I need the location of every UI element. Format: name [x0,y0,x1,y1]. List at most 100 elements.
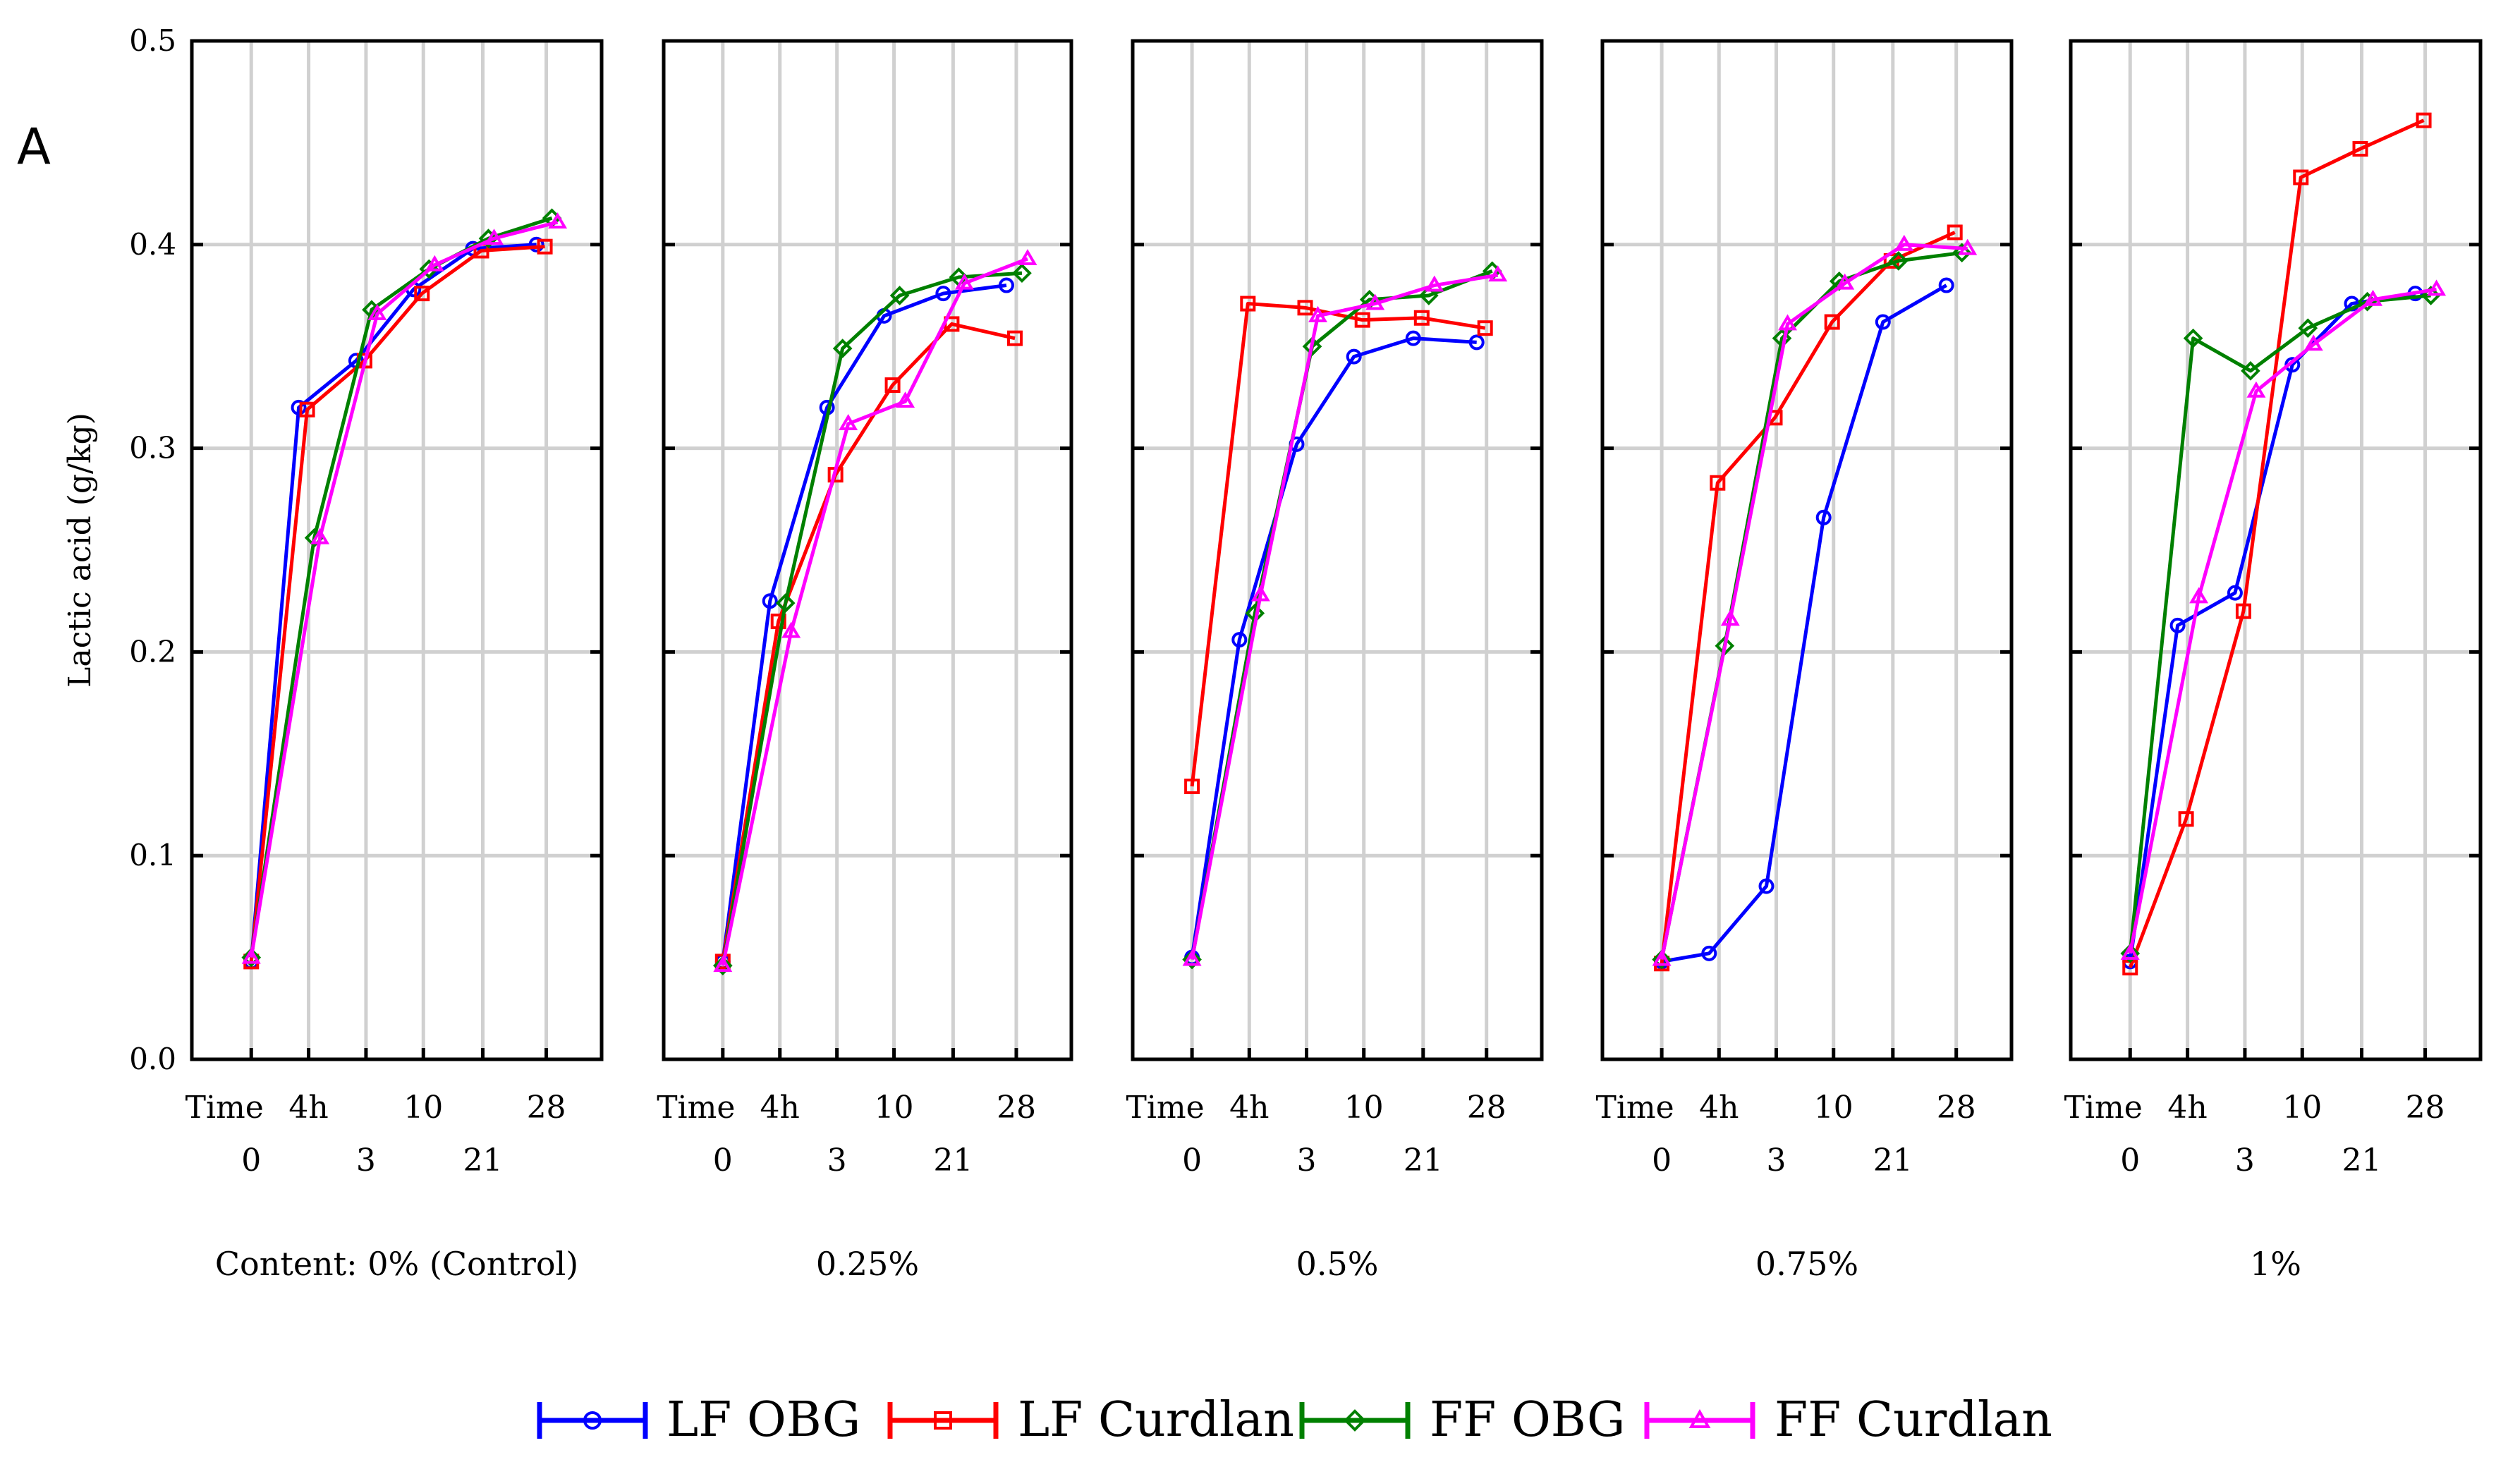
data-point-ff-curdlan [241,947,261,964]
x-tick-label-bottom: 21 [933,1143,973,1178]
data-point-lf-obg [2227,585,2243,601]
data-point-lf-obg [1815,509,1832,525]
data-point-lf-obg [935,286,951,302]
series-line-lf-curdlan [2128,118,2425,968]
series-line-ff-curdlan [249,220,559,958]
data-point-ff-curdlan [781,621,801,638]
y-tick-label: 0.2 [129,634,176,669]
data-point-ff-obg [832,339,853,358]
facet-label: 1% [2250,1245,2301,1283]
facet-label: 0.75% [1755,1245,1858,1283]
data-point-ff-curdlan [954,273,974,290]
data-point-lf-obg [1231,632,1248,648]
series-line-lf-curdlan [721,322,1016,962]
panel-frame [2069,39,2483,1061]
data-point-ff-curdlan [2246,381,2266,398]
data-point-lf-curdlan [770,614,786,630]
x-tick-label-top: 10 [1344,1090,1384,1126]
panel-frames [190,39,2483,1061]
data-point-ff-obg [712,956,733,975]
data-point-lf-obg [1701,945,1717,961]
data-point-lf-curdlan [2352,141,2368,157]
x-tick-label-top: 28 [997,1090,1036,1126]
x-tick-label-bottom: 0 [1182,1143,1202,1178]
x-tick-label-bottom: 0 [713,1143,733,1178]
data-point-ff-obg [2241,361,2260,381]
data-point-lf-obg [2169,617,2186,633]
panel-frame [662,39,1073,1061]
data-point-ff-obg [478,229,499,248]
x-tick-label-top: 10 [403,1090,443,1126]
x-tick-label-bottom: 3 [1297,1143,1317,1178]
series-layer [241,112,2447,976]
legend-marker-lf-curdlan [934,1411,952,1430]
data-point-ff-obg [889,286,910,305]
data-point-ff-curdlan [2189,587,2209,604]
data-point-lf-obg [1758,878,1775,894]
data-point-ff-obg [775,593,796,613]
data-point-lf-curdlan [1184,779,1200,795]
x-tick-label-bottom: 21 [463,1143,503,1178]
y-axis-title: Lactic acid (g/kg) [62,413,98,688]
data-point-lf-curdlan [1477,320,1493,336]
legend-item-ff-obg: FF OBG [1299,1392,1625,1448]
data-point-lf-curdlan [1354,312,1370,328]
data-point-ff-obg [2421,286,2441,305]
data-point-lf-curdlan [2178,811,2194,827]
panel-frame [1131,39,1544,1061]
legend-item-lf-curdlan: LF Curdlan [887,1392,1294,1448]
data-point-ff-curdlan [2363,289,2383,306]
series-line-ff-curdlan [2128,287,2437,954]
data-point-ff-curdlan [310,528,330,544]
data-point-lf-curdlan [1710,475,1726,491]
data-point-ff-curdlan [1250,585,1270,602]
data-point-ff-curdlan [1488,265,1508,282]
x-tick-label-bottom: 3 [356,1143,376,1178]
data-point-ff-obg [2183,328,2203,348]
data-point-lf-obg [1468,334,1485,351]
data-point-ff-obg [1418,286,1439,305]
y-tick-label: 0.4 [129,227,176,262]
x-tick-label-bottom: 3 [2235,1143,2255,1178]
data-point-lf-curdlan [1006,330,1023,346]
panel-frame [1600,39,2014,1061]
x-tick-label-top: 10 [2282,1090,2322,1126]
data-point-lf-curdlan [884,377,901,394]
series-line-ff-obg [721,271,1023,966]
legend-marker-ff-curdlan [1688,1408,1711,1428]
data-point-lf-curdlan [1413,310,1430,326]
data-point-ff-curdlan [1308,305,1327,322]
data-point-lf-curdlan [2293,169,2309,185]
data-point-ff-curdlan [2427,279,2447,296]
data-point-ff-curdlan [1425,275,1444,292]
legend: LF OBG LF Curdlan FF OBG FF Curdlan [537,1392,2052,1448]
facet-label: 0.25% [816,1245,919,1283]
data-point-ff-curdlan [713,956,733,973]
data-point-ff-curdlan [1182,949,1202,966]
data-point-ff-obg [241,947,262,968]
series-line-lf-obg [721,284,1007,962]
data-point-ff-curdlan [367,304,387,320]
legend-label: LF Curdlan [1018,1392,1294,1448]
data-point-ff-curdlan [1894,234,1914,251]
series-line-lf-obg [249,243,537,962]
series-line-lf-obg [1661,284,1947,963]
panel-label-a: A [17,118,51,176]
data-point-ff-curdlan [485,229,504,245]
data-point-ff-curdlan [2120,943,2140,960]
data-point-lf-obg [1875,314,1891,330]
legend-label: FF OBG [1430,1392,1625,1448]
y-tick-label: 0.1 [129,838,176,872]
data-point-lf-curdlan [1297,300,1313,316]
x-tick-label-bottom: 0 [1652,1143,1672,1178]
panel-frame [190,39,604,1061]
x-tick-label-bottom: 21 [1404,1143,1443,1178]
data-point-lf-curdlan [414,286,430,302]
x-tick-label-bottom: 21 [1873,1143,1913,1178]
x-tick-label-top: 28 [2406,1090,2445,1126]
data-point-ff-curdlan [1720,609,1740,626]
data-point-lf-obg [1938,277,1954,293]
text-layer: 0.0 0.1 0.2 0.3 0.4 0.5 Lactic acid (g/kg) A Tim… [17,23,2445,1283]
data-point-ff-obg [1652,949,1672,970]
